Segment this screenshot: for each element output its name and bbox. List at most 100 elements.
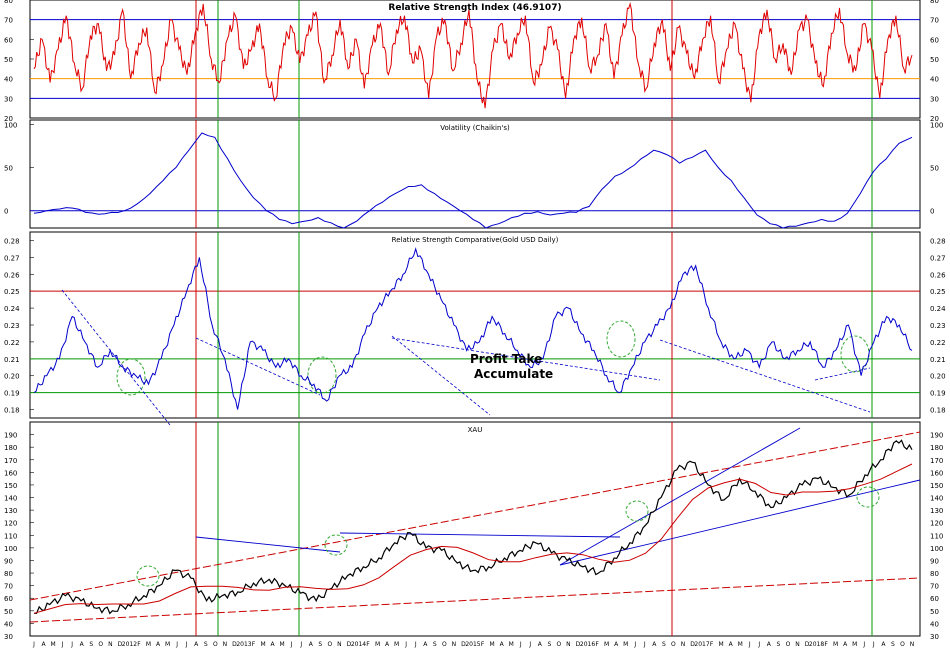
y-tick-label-right: 70	[930, 17, 939, 25]
x-tick-label: S	[891, 641, 895, 648]
panel-title-volatility: Volatility (Chaikin's)	[440, 124, 510, 132]
y-tick-label-right: 0.18	[930, 407, 946, 415]
accumulate-circle	[324, 534, 348, 556]
panel-frame-volatility	[29, 119, 921, 229]
x-tick-label: N	[795, 641, 800, 648]
x-tick-label: A	[538, 641, 543, 648]
y-tick-label-right: 170	[930, 457, 943, 465]
y-tick-label-left: 70	[4, 17, 13, 25]
x-tick-label: F	[252, 641, 256, 648]
y-tick-label-right: 0.25	[930, 288, 946, 296]
x-tick-label: J	[414, 641, 417, 648]
x-tick-label: J	[299, 641, 302, 648]
x-tick-label: D	[118, 641, 123, 648]
accumulate-circle	[116, 358, 146, 396]
y-tick-label-left: 60	[4, 36, 13, 44]
y-tick-label-left: 70	[4, 583, 13, 591]
y-tick-label-left: 160	[4, 469, 17, 477]
x-tick-label: S	[547, 641, 551, 648]
y-tick-label-right: 40	[930, 620, 939, 628]
x-tick-label: M	[852, 641, 857, 648]
x-tick-label: D	[347, 641, 352, 648]
x-tick-label: 2013	[236, 641, 251, 648]
x-tick-label: O	[442, 641, 447, 648]
x-tick-label: N	[223, 641, 228, 648]
accumulate-circle	[136, 565, 160, 587]
x-tick-label: A	[194, 641, 199, 648]
x-tick-label: J	[528, 641, 531, 648]
x-tick-label: M	[489, 641, 494, 648]
x-tick-label: F	[366, 641, 370, 648]
x-tick-label: J	[175, 641, 178, 648]
x-tick-label: O	[900, 641, 905, 648]
y-tick-label-right: 100	[930, 121, 943, 129]
y-tick-label-right: 60	[930, 36, 939, 44]
series-line-xau	[34, 439, 913, 615]
x-tick-label: M	[375, 641, 380, 648]
x-tick-label: J	[633, 641, 636, 648]
y-tick-label-left: 0.21	[4, 356, 20, 364]
accumulate-circle	[307, 356, 337, 394]
y-tick-label-right: 100	[930, 545, 943, 553]
y-tick-label-right: 50	[930, 165, 939, 173]
y-tick-label-left: 0.24	[4, 305, 20, 313]
x-tick-label: S	[318, 641, 322, 648]
panel-frame-xau	[29, 421, 921, 637]
y-tick-label-left: 170	[4, 457, 17, 465]
trend-line	[391, 337, 661, 381]
x-tick-label: S	[662, 641, 666, 648]
x-tick-label: O	[557, 641, 562, 648]
x-tick-label: M	[280, 641, 285, 648]
x-tick-label: S	[433, 641, 437, 648]
x-tick-label: A	[385, 641, 390, 648]
x-tick-label: A	[309, 641, 314, 648]
x-tick-label: D	[461, 641, 466, 648]
x-tick-label: N	[452, 641, 457, 648]
x-tick-label: F	[137, 641, 141, 648]
y-tick-label-left: 0.18	[4, 407, 20, 415]
trend-line	[195, 337, 321, 396]
x-tick-label: M	[50, 641, 55, 648]
x-tick-label: J	[519, 641, 522, 648]
x-tick-label: N	[681, 641, 686, 648]
y-tick-label-right: 130	[930, 507, 943, 515]
y-tick-label-left: 150	[4, 482, 17, 490]
y-tick-label-right: 0.21	[930, 356, 946, 364]
y-tick-label-right: 70	[930, 583, 939, 591]
x-tick-label: S	[776, 641, 780, 648]
y-tick-label-right: 0.20	[930, 373, 946, 381]
x-tick-label: N	[566, 641, 571, 648]
series-line-relative_strength_comparative	[33, 247, 913, 410]
channel-line	[29, 431, 921, 601]
y-tick-label-right: 30	[930, 633, 939, 641]
x-tick-label: J	[70, 641, 73, 648]
x-tick-label: M	[719, 641, 724, 648]
x-tick-label: O	[327, 641, 332, 648]
trend-line	[659, 339, 871, 413]
y-tick-label-left: 100	[4, 545, 17, 553]
x-tick-label: A	[80, 641, 85, 648]
y-tick-label-right: 180	[930, 444, 943, 452]
y-tick-label-left: 0.19	[4, 390, 20, 398]
y-tick-label-right: 60	[930, 595, 939, 603]
x-tick-label: J	[32, 641, 35, 648]
trend-line	[339, 532, 621, 538]
trend-line	[559, 427, 801, 566]
x-tick-label: J	[748, 641, 751, 648]
y-tick-label-right: 20	[930, 115, 939, 123]
y-tick-label-left: 40	[4, 76, 13, 84]
x-tick-label: M	[509, 641, 514, 648]
x-tick-label: N	[910, 641, 915, 648]
y-tick-label-left: 0.23	[4, 322, 20, 330]
x-tick-label: D	[576, 641, 581, 648]
x-tick-label: N	[337, 641, 342, 648]
accumulate-circle	[856, 486, 880, 508]
y-tick-label-right: 150	[930, 482, 943, 490]
annotation-accumulate: Accumulate	[474, 367, 553, 381]
y-tick-label-right: 120	[930, 520, 943, 528]
panel-title-xau: XAU	[468, 426, 483, 434]
x-tick-label: D	[690, 641, 695, 648]
panel-frame-relative_strength_comparative	[29, 231, 921, 419]
y-tick-label-left: 120	[4, 520, 17, 528]
